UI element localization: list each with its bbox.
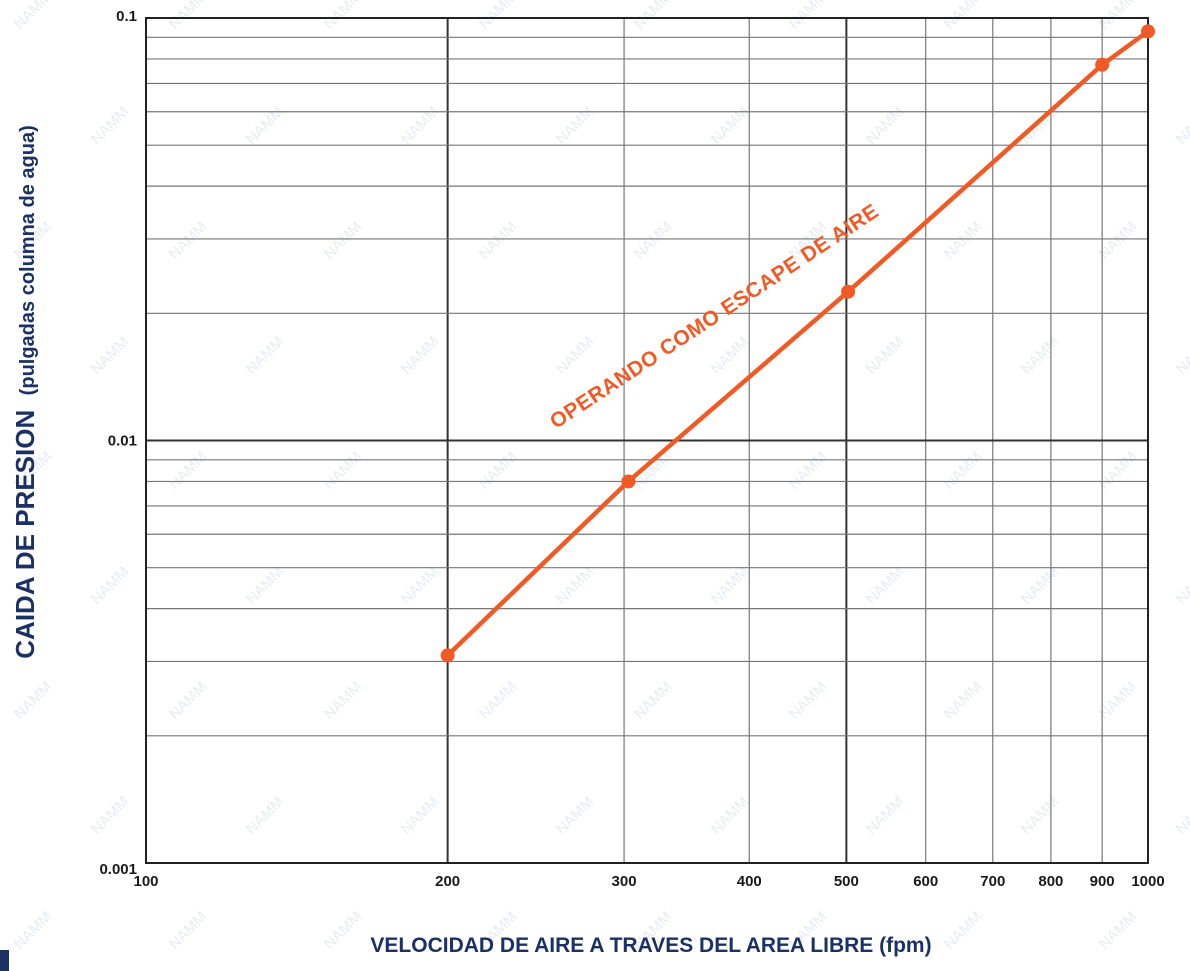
data-point	[1141, 24, 1155, 39]
watermark-text: NAMM	[476, 678, 520, 722]
watermark-text: NAMM	[708, 563, 752, 607]
watermark-text: NAMM	[166, 448, 210, 492]
watermark-text: NAMM	[166, 908, 210, 952]
watermark-text: NAMM	[398, 793, 442, 837]
watermark-text: NAMM	[941, 908, 985, 952]
watermark-text: NAMM	[1173, 793, 1190, 837]
watermark-text: NAMM	[1018, 793, 1062, 837]
watermark-text: NAMM	[398, 333, 442, 377]
watermark-text: NAMM	[786, 0, 830, 33]
watermark-text: NAMM	[321, 448, 365, 492]
series-label: OPERANDO COMO ESCAPE DE AIRE	[546, 200, 883, 434]
watermark-text: NAMM	[863, 333, 907, 377]
y-tick-label: 0.001	[99, 861, 137, 878]
watermark-text: NAMM	[166, 0, 210, 33]
y-tick-label: 0.01	[108, 433, 137, 450]
watermark-text: NAMM	[553, 793, 597, 837]
watermark-text: NAMM	[941, 448, 985, 492]
watermark-text: NAMM	[476, 448, 520, 492]
watermark-text: NAMM	[1096, 908, 1140, 952]
x-tick-label: 400	[737, 873, 762, 890]
y-tick-label: 0.1	[116, 8, 137, 25]
y-axis-label: CAIDA DE PRESION (pulgadas columna de ag…	[10, 125, 40, 658]
watermark-text: NAMM	[553, 103, 597, 147]
series-layer	[440, 24, 1155, 663]
tick-labels: 100 200 300 400 500 600 700 800 900 1000 0.001 0.01…	[99, 8, 1164, 890]
plot-frame	[145, 17, 1149, 864]
watermark-text: NAMM	[631, 678, 675, 722]
x-axis-label: VELOCIDAD DE AIRE A TRAVES DEL AREA LIBR…	[370, 934, 931, 957]
y-axis-label-sub: (pulgadas columna de agua)	[17, 125, 39, 395]
watermark-text: NAMM	[1018, 563, 1062, 607]
watermark-text: NAMM	[941, 0, 985, 33]
x-tick-label: 900	[1090, 873, 1115, 890]
watermark-text: NAMM	[321, 678, 365, 722]
x-tick-label: 1000	[1131, 873, 1164, 890]
corner-marker	[0, 950, 9, 971]
watermark-text: NAMM	[708, 793, 752, 837]
watermark-text: NAMM	[1018, 103, 1062, 147]
y-axis-label-main: CAIDA DE PRESION	[10, 410, 40, 659]
watermark-text: NAMM	[941, 218, 985, 262]
grid	[146, 18, 1148, 863]
watermark-text: NAMM	[1173, 333, 1190, 377]
watermark-text: NAMM	[941, 678, 985, 722]
watermark-text: NAMM	[1018, 333, 1062, 377]
watermark-text: NAMM	[243, 563, 287, 607]
watermark-text: NAMM	[786, 678, 830, 722]
watermark-text: NAMM	[553, 333, 597, 377]
watermark-text: NAMM	[398, 103, 442, 147]
watermark-text: NAMM	[1173, 563, 1190, 607]
watermark-text: NAMM	[88, 333, 132, 377]
watermark-text: NAMM	[321, 908, 365, 952]
watermark-text: NAMM	[243, 793, 287, 837]
watermark-text: NAMM	[786, 448, 830, 492]
watermark-text: NAMM	[863, 103, 907, 147]
x-tick-label: 800	[1038, 873, 1063, 890]
watermark-text: NAMM	[166, 218, 210, 262]
x-tick-label: 600	[913, 873, 938, 890]
watermark-text: NAMM	[476, 218, 520, 262]
watermark-text: NAMM	[243, 103, 287, 147]
watermark-text: NAMM	[11, 678, 55, 722]
watermark-text: NAMM	[88, 103, 132, 147]
watermark-text: NAMM	[11, 908, 55, 952]
x-tick-label: 300	[612, 873, 637, 890]
watermark-text: NAMM	[1173, 103, 1190, 147]
watermark-text: NAMM	[11, 0, 55, 33]
watermark-text: NAMM	[631, 0, 675, 33]
watermark-text: NAMM	[553, 563, 597, 607]
data-point	[621, 474, 636, 489]
data-point	[841, 284, 856, 299]
watermark-text: NAMM	[863, 793, 907, 837]
data-point	[440, 648, 455, 663]
x-tick-label: 500	[834, 873, 859, 890]
x-tick-label: 700	[980, 873, 1005, 890]
watermark-text: NAMM	[863, 563, 907, 607]
watermark-text: NAMM	[166, 678, 210, 722]
watermark-text: NAMM	[476, 0, 520, 33]
data-point	[1095, 57, 1110, 72]
x-tick-label: 200	[435, 873, 460, 890]
watermark-text: NAMM	[88, 563, 132, 607]
watermark-text: NAMM	[398, 563, 442, 607]
watermark-text: NAMM	[321, 218, 365, 262]
watermark-text: NAMM	[708, 333, 752, 377]
x-tick-label: 100	[133, 873, 158, 890]
watermark-text: NAMM	[321, 0, 365, 33]
watermark-text: NAMM	[708, 103, 752, 147]
watermark-text: NAMM	[631, 218, 675, 262]
watermark-text: NAMM	[88, 793, 132, 837]
watermark-text: NAMM	[243, 333, 287, 377]
